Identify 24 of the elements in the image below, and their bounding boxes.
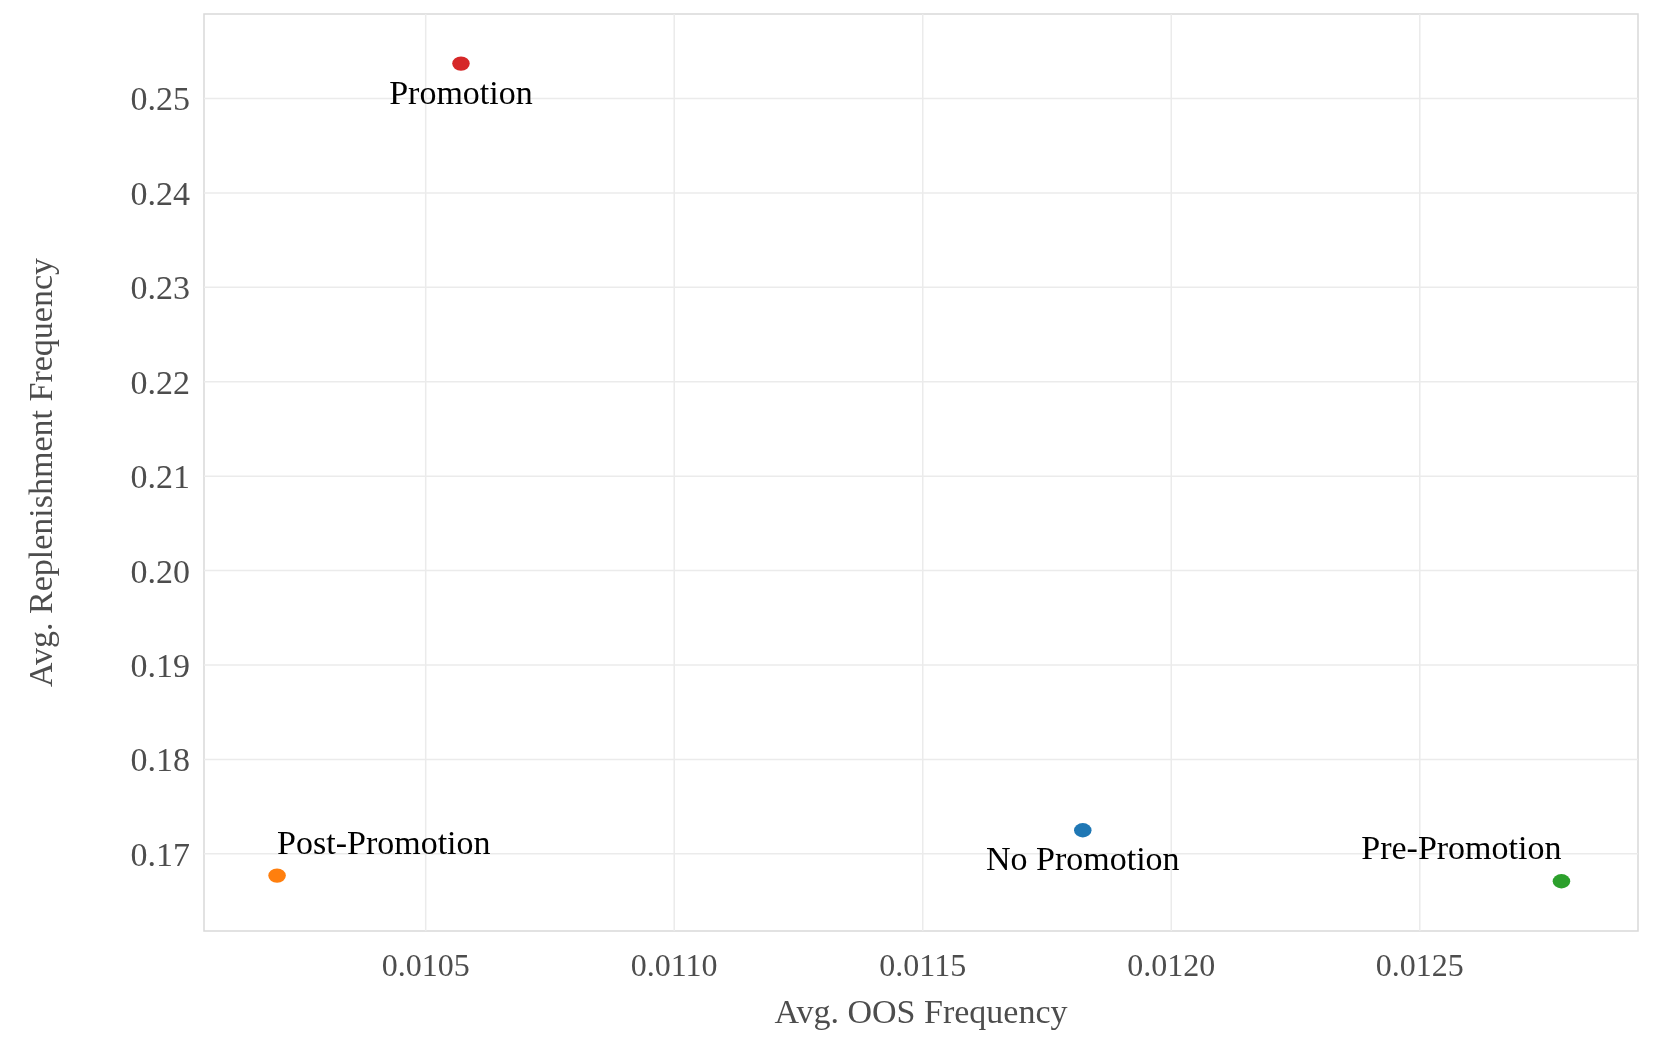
y-tick-label: 0.20 — [130, 552, 190, 590]
y-tick-label: 0.22 — [130, 363, 190, 401]
x-tick-label: 0.0125 — [1375, 947, 1464, 983]
y-tick-label: 0.24 — [130, 174, 190, 212]
series-label: Post-Promotion — [277, 823, 491, 861]
x-tick-label: 0.0115 — [879, 947, 967, 983]
x-tick-label: 0.0120 — [1127, 947, 1216, 983]
point — [268, 868, 286, 883]
point — [1552, 874, 1571, 889]
point — [452, 56, 470, 71]
series-label: No Promotion — [985, 840, 1180, 878]
point — [1074, 823, 1092, 838]
y-tick-label: 0.23 — [130, 269, 190, 307]
series-label: Pre-Promotion — [1361, 829, 1562, 867]
y-tick-label: 0.18 — [130, 741, 190, 779]
y-tick-label: 0.17 — [130, 835, 190, 873]
series-label: Promotion — [389, 73, 533, 111]
y-axis-title: Avg. Replenishment Frequency — [22, 257, 59, 688]
x-tick-label: 0.0105 — [381, 947, 470, 983]
x-tick-label: 0.0110 — [630, 947, 718, 983]
y-tick-label: 0.25 — [130, 80, 190, 118]
x-axis-title: Avg. OOS Frequency — [774, 993, 1068, 1030]
y-tick-label: 0.19 — [130, 646, 190, 684]
y-tick-label: 0.21 — [130, 458, 190, 496]
